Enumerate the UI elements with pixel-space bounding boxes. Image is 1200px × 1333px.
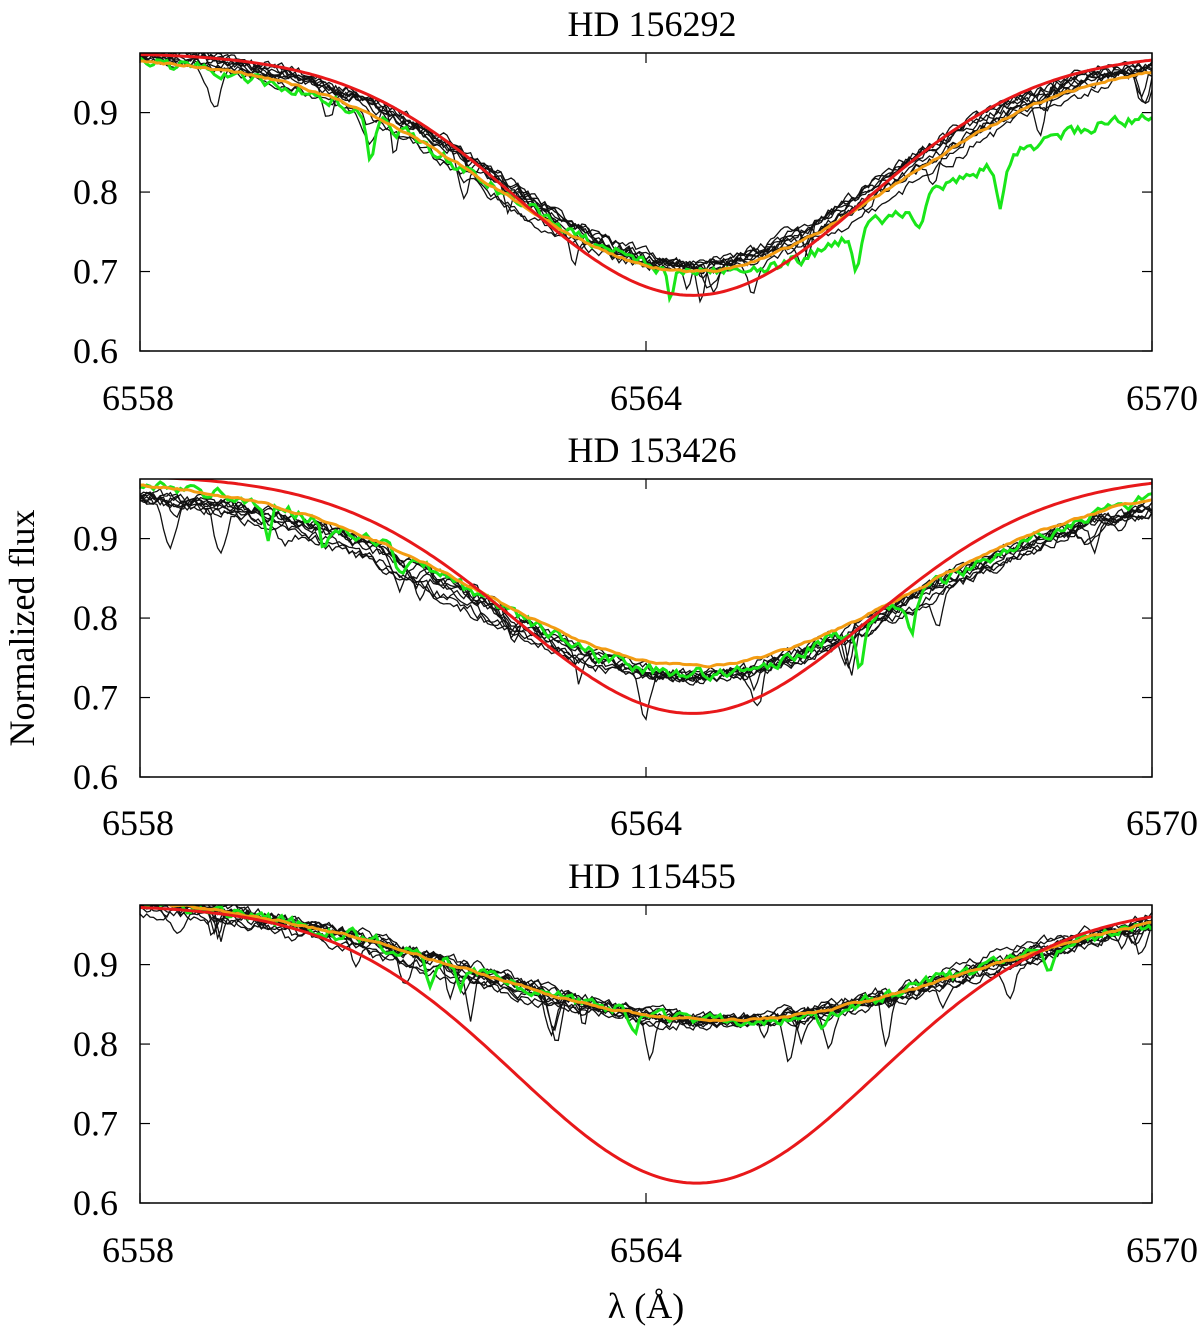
panel-2: HD 153426 0.6 0.7 0.8 0.9 6558 6564 6570: [73, 430, 1198, 843]
plot-frame: [139, 904, 1153, 1204]
observed-spectrum: [140, 487, 1152, 681]
observed-spectrum: [140, 495, 1152, 721]
y-tick-label: 0.6: [73, 757, 118, 797]
panel-1: HD 156292 0.6 0.7 0.8 0.9 6558 6564 6570: [73, 4, 1198, 418]
mean-spectrum: [140, 59, 1152, 274]
observed-spectrum: [140, 491, 1152, 685]
observed-spectrum: [140, 53, 1152, 304]
y-tick-label: 0.6: [73, 331, 118, 371]
y-tick-label: 0.7: [73, 1104, 118, 1144]
mean-spectrum: [165, 905, 1152, 1023]
y-tick-label: 0.8: [73, 598, 118, 638]
observed-spectrum: [140, 53, 1152, 294]
x-tick-label: 6570: [1126, 803, 1198, 843]
observed-spectrum: [140, 53, 1152, 294]
panel-title: HD 115455: [568, 856, 736, 896]
observed-spectrum: [140, 491, 1152, 683]
x-axis-label: λ (Å): [608, 1286, 684, 1326]
plot-frame: [139, 52, 1153, 352]
x-tick-label: 6564: [610, 378, 682, 418]
x-tick-label: 6564: [610, 803, 682, 843]
observed-spectrum: [140, 491, 1152, 683]
green-spectrum: [140, 56, 1152, 304]
x-tick-label: 6558: [102, 1230, 174, 1270]
y-tick-label: 0.7: [73, 252, 118, 292]
x-tick-label: 6570: [1126, 378, 1198, 418]
y-tick-label: 0.6: [73, 1183, 118, 1223]
plot-area: [140, 905, 1152, 1185]
mean-spectrum: [140, 483, 1152, 669]
plot-area: [140, 479, 1152, 721]
green-spectrum: [140, 480, 1152, 683]
panel-title: HD 156292: [568, 4, 737, 44]
plot-frame: [139, 478, 1153, 778]
y-tick-label: 0.7: [73, 678, 118, 718]
model-spectrum: [156, 479, 1152, 715]
y-tick-label: 0.9: [73, 945, 118, 985]
model-spectrum: [140, 906, 1152, 1185]
x-tick-label: 6558: [102, 378, 174, 418]
panel-3: HD 115455 0.6 0.7 0.8 0.9 6558 6564 6570: [73, 856, 1198, 1270]
panel-title: HD 153426: [568, 430, 737, 470]
x-tick-label: 6558: [102, 803, 174, 843]
observed-spectrum: [163, 905, 1152, 1025]
y-tick-label: 0.8: [73, 1024, 118, 1064]
observed-spectrum: [140, 53, 1152, 268]
model-spectrum: [140, 53, 1152, 297]
y-tick-label: 0.8: [73, 172, 118, 212]
y-axis-label: Normalized flux: [2, 510, 42, 747]
observed-spectrum: [140, 53, 1152, 272]
plot-area: [140, 53, 1152, 304]
x-tick-label: 6564: [610, 1230, 682, 1270]
y-tick-label: 0.9: [73, 93, 118, 133]
observed-spectrum: [140, 53, 1152, 279]
x-tick-label: 6570: [1126, 1230, 1198, 1270]
y-tick-label: 0.9: [73, 519, 118, 559]
